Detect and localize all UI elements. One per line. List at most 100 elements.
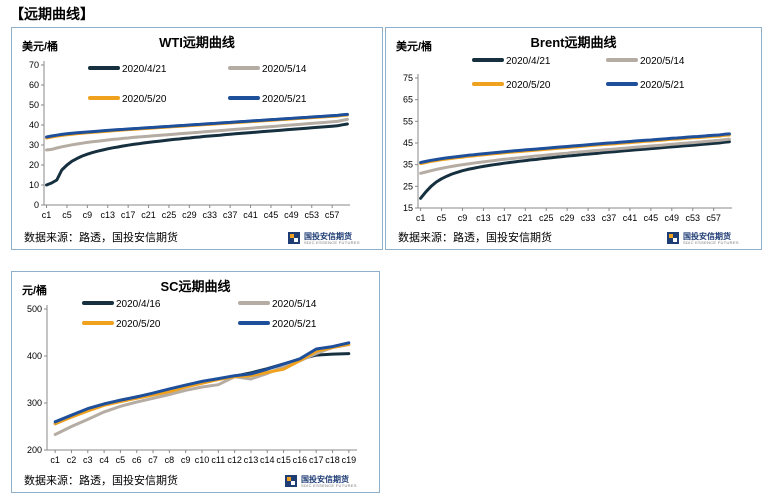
series-line-0 [45,122,349,187]
y-tick-label: 45 [403,138,413,148]
x-tick-label: c41 [623,213,638,223]
y-tick-label: 30 [29,140,39,150]
x-tick-label: c10 [195,455,210,465]
series-line-3 [419,132,731,164]
series-line-3 [45,112,349,139]
x-tick-label: c18 [325,455,340,465]
data-source-label: 数据来源：路透，国投安信期货 [398,232,552,244]
x-tick-label: c1 [50,455,60,465]
legend-label: 2020/5/14 [262,64,307,75]
x-tick-label: c45 [644,213,659,223]
y-tick-label: 300 [27,398,42,408]
x-tick-label: c57 [325,210,340,220]
logo-sub: SDIC ESSENCE FUTURES [683,240,739,245]
y-tick-label: 60 [29,80,39,90]
y-tick-label: 40 [29,120,39,130]
legend-label: 2020/5/14 [640,56,685,67]
x-tick-label: c16 [293,455,308,465]
y-tick-label: 400 [27,351,42,361]
y-tick-label: 10 [29,180,39,190]
logo-icon [288,232,300,244]
x-tick-label: c25 [539,213,554,223]
x-tick-label: c17 [497,213,512,223]
legend-label: 2020/4/21 [506,56,551,67]
series-line-0 [419,140,731,200]
x-tick-label: c19 [342,455,357,465]
y-tick-label: 55 [403,116,413,126]
legend-label: 2020/5/14 [272,299,317,310]
x-tick-label: c8 [165,455,175,465]
logo-name: 国投安信期货 [301,475,349,484]
y-tick-label: 200 [27,445,42,455]
x-tick-label: c33 [581,213,596,223]
y-axis-unit: 美元/桶 [396,41,433,53]
x-tick-label: c17 [121,210,136,220]
x-tick-label: c21 [141,210,156,220]
x-tick-label: c9 [458,213,468,223]
x-tick-label: c5 [437,213,447,223]
x-tick-label: c53 [304,210,319,220]
x-tick-label: c3 [83,455,93,465]
series-line-1 [45,117,349,152]
series-line-3 [53,341,351,424]
data-source-label: 数据来源：路透，国投安信期货 [24,232,178,244]
series-line-1 [419,137,731,175]
x-tick-label: c57 [706,213,721,223]
section-title: 【远期曲线】 [10,6,94,22]
x-tick-label: c21 [518,213,533,223]
company-logo: 国投安信期货 SDIC ESSENCE FUTURES [285,474,371,488]
legend-label: 2020/4/16 [116,299,161,310]
x-tick-label: c9 [181,455,191,465]
y-tick-label: 0 [34,200,39,210]
wti-chart: 0 10 20 30 40 50 60 70 c1 c5 c9 c13 c17 c21 c25 c29 c33 c… [29,60,350,220]
data-source-label: 数据来源：路透，国投安信期货 [24,475,178,487]
x-tick-label: c4 [99,455,109,465]
legend-label: 2020/4/21 [122,64,167,75]
y-tick-label: 20 [29,160,39,170]
x-tick-label: c12 [227,455,242,465]
x-tick-label: c9 [83,210,93,220]
x-tick-label: c14 [260,455,275,465]
logo-name: 国投安信期货 [304,232,352,241]
x-tick-label: c2 [67,455,77,465]
series-line-2 [419,133,731,166]
x-tick-label: c11 [211,455,225,465]
legend-label: 2020/5/21 [262,94,307,105]
y-tick-label: 65 [403,95,413,105]
logo-name: 国投安信期货 [683,232,731,241]
chart-title: SC远期曲线 [160,279,231,294]
company-logo: 国投安信期货 SDIC ESSENCE FUTURES [288,231,374,245]
chart-title: Brent远期曲线 [530,35,617,50]
legend-label: 2020/5/20 [122,94,167,105]
x-tick-label: c5 [116,455,126,465]
y-tick-label: 70 [29,60,39,70]
x-tick-label: c49 [284,210,299,220]
x-tick-label: c53 [685,213,700,223]
x-tick-label: c41 [243,210,258,220]
logo-sub: SDIC ESSENCE FUTURES [301,483,357,488]
chart-title: WTI远期曲线 [159,35,235,50]
y-tick-label: 25 [403,181,413,191]
x-tick-label: c33 [202,210,217,220]
x-tick-label: c17 [309,455,324,465]
y-tick-label: 50 [29,100,39,110]
legend-label: 2020/5/21 [640,80,685,91]
x-tick-label: c37 [602,213,617,223]
x-tick-label: c37 [223,210,238,220]
x-tick-label: c49 [665,213,680,223]
x-tick-label: c29 [182,210,197,220]
x-tick-label: c5 [62,210,72,220]
x-tick-label: c1 [42,210,52,220]
x-tick-label: c13 [476,213,491,223]
y-axis-unit: 元/桶 [22,285,48,297]
company-logo: 国投安信期货 SDIC ESSENCE FUTURES [667,231,753,245]
x-tick-label: c25 [162,210,177,220]
x-tick-label: c45 [264,210,279,220]
x-tick-label: c7 [148,455,158,465]
x-tick-label: c1 [416,213,426,223]
brent-chart-panel: Brent远期曲线 美元/桶 15 25 35 45 55 65 75 c1 c5 c9 c13 c1… [385,27,762,250]
legend-label: 2020/5/21 [272,319,317,330]
logo-icon [667,232,679,244]
legend-label: 2020/5/20 [506,80,551,91]
